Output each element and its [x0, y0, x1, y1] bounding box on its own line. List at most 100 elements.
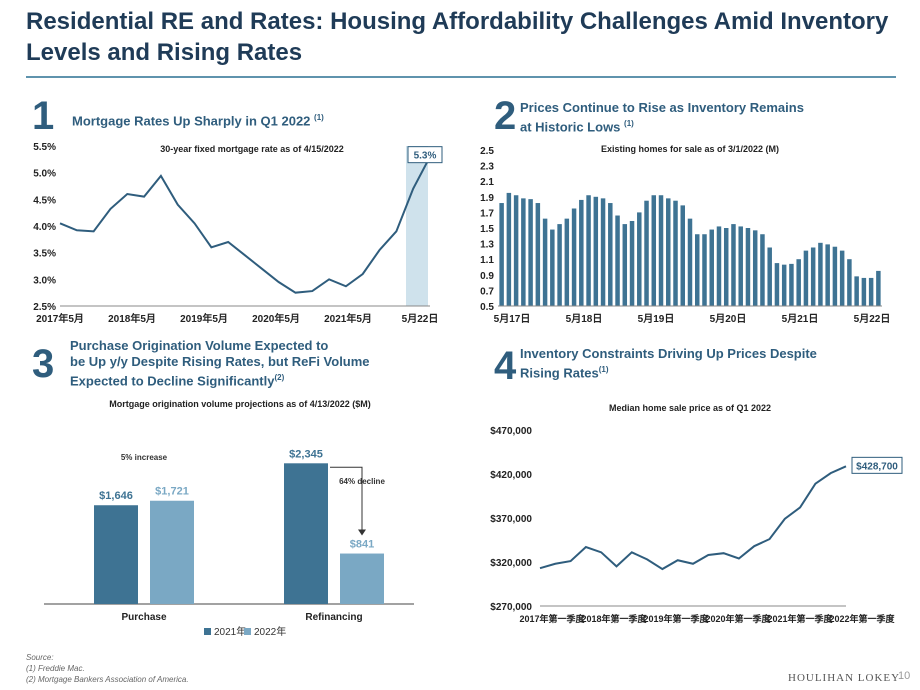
- inventory-bar: [723, 228, 729, 306]
- legend-swatch: [244, 628, 251, 635]
- inventory-bar: [542, 218, 548, 306]
- inventory-bar: [513, 195, 519, 306]
- inventory-bar: [564, 218, 570, 306]
- inventory-bar: [579, 199, 584, 306]
- y-tick-label: 2.1: [480, 177, 494, 188]
- inventory-bar: [789, 263, 794, 306]
- y-tick-label: $370,000: [490, 514, 532, 525]
- x-tick-label: 5月20日: [710, 313, 747, 325]
- y-tick-label: 5.0%: [33, 169, 56, 180]
- panel-3-heading-line1: Purchase Origination Volume Expected to: [70, 338, 329, 353]
- inventory-bar: [854, 276, 859, 306]
- y-tick-label: 3.0%: [33, 275, 56, 286]
- y-tick-label: $320,000: [490, 558, 532, 569]
- panel-3-heading-line2: be Up y/y Despite Rising Rates, but ReFi…: [70, 354, 370, 369]
- origination-bar: [284, 463, 328, 604]
- panel-4-footnote-ref: (1): [598, 365, 609, 374]
- inventory-bar: [680, 205, 686, 306]
- inventory-bar: [557, 224, 562, 306]
- origination-bar: [340, 553, 384, 604]
- panel-3-footnote-ref: (2): [274, 373, 285, 382]
- x-tick-label: 5月17日: [494, 313, 531, 325]
- legend-label: 2021年: [214, 625, 246, 638]
- inventory-bar: [622, 224, 628, 306]
- y-tick-label: 3.5%: [33, 249, 56, 260]
- inventory-bar: [600, 198, 606, 306]
- decline-arrow-head: [358, 529, 366, 536]
- inventory-bar: [673, 200, 678, 306]
- x-tick-label: 2021年5月: [324, 312, 372, 325]
- inventory-bar-chart: 0.5 0.7 0.9 1.1 1.3 1.5 1.7 1.9 2.1 2.3 2.5 5月17日 5月…: [480, 146, 891, 325]
- footer-note-2: (2) Mortgage Bankers Association of Amer…: [26, 675, 189, 684]
- inventory-bar: [506, 192, 512, 306]
- panel-2-footnote-ref: (1): [624, 119, 634, 128]
- x-tick-label: 5月19日: [638, 313, 675, 325]
- y-tick-label: 4.0%: [33, 222, 56, 233]
- panel-1-heading-text: Mortgage Rates Up Sharply in Q1 2022: [72, 113, 311, 129]
- x-tick-label: 2022年第一季度: [829, 613, 895, 624]
- inventory-bar: [528, 199, 533, 306]
- inventory-bar: [637, 212, 642, 306]
- x-tick-label: 2018年5月: [108, 312, 156, 325]
- inventory-bar: [847, 259, 852, 306]
- panel-1-heading: Mortgage Rates Up Sharply in Q1 2022 (1): [72, 110, 402, 129]
- panel-4-heading-line2-text: Rising Rates: [520, 365, 599, 381]
- bar-value-label: $841: [350, 539, 374, 551]
- panel-3-heading-line3: Expected to Decline Significantly(2): [70, 370, 434, 389]
- x-tick-label: 5月22日: [854, 313, 891, 325]
- chart-4-title: Median home sale price as of Q1 2022: [608, 403, 772, 413]
- origination-volume-chart: $1,646 $2,345 $1,721 $841 Purchase Refinancin…: [44, 448, 414, 638]
- page-number: 10: [898, 670, 911, 682]
- bar-value-label: $1,721: [155, 486, 189, 498]
- panel-3-heading-line3-text: Expected to Decline Significantly: [70, 373, 275, 389]
- increase-annotation: 5% increase: [121, 453, 168, 462]
- x-tick-label: 5月21日: [782, 313, 819, 325]
- inventory-bar: [629, 220, 635, 306]
- y-tick-label: 0.7: [480, 286, 494, 297]
- panel-4-heading-line2: Rising Rates(1): [520, 362, 900, 381]
- inventory-bar: [687, 218, 693, 306]
- inventory-bar: [876, 270, 881, 306]
- inventory-bar: [832, 246, 838, 306]
- inventory-bar: [608, 203, 613, 306]
- inventory-bar: [839, 250, 845, 306]
- end-value-box: [407, 146, 443, 164]
- decline-arrow-line: [330, 466, 363, 532]
- y-tick-label: 1.1: [480, 255, 494, 266]
- origination-bar: [150, 500, 194, 604]
- inventory-bar: [767, 247, 772, 306]
- inventory-bar: [666, 198, 671, 306]
- footer-note-1: (1) Freddie Mac.: [26, 664, 85, 673]
- panel-1-number: 1: [32, 94, 55, 138]
- inventory-bar: [796, 259, 801, 306]
- end-value-box: [851, 456, 903, 474]
- panel-3-number: 3: [32, 342, 55, 386]
- inventory-bar: [694, 234, 700, 306]
- bar-value-label: $2,345: [289, 448, 323, 460]
- inventory-bar: [868, 277, 874, 306]
- y-tick-label: 1.7: [480, 208, 494, 219]
- y-tick-label: 2.3: [480, 162, 494, 173]
- inventory-bar: [818, 242, 823, 306]
- inventory-bar: [658, 195, 664, 306]
- legend-swatch: [204, 628, 211, 635]
- x-tick-label: 5月22日: [402, 313, 439, 325]
- inventory-bar: [825, 244, 830, 306]
- y-tick-label: 1.5: [480, 224, 494, 235]
- y-tick-label: 2.5: [480, 146, 494, 157]
- inventory-bar: [738, 226, 743, 306]
- chart-2-title: Existing homes for sale as of 3/1/2022 (…: [600, 144, 780, 154]
- category-label: Purchase: [121, 612, 166, 623]
- end-value-label: 5.3%: [414, 151, 437, 162]
- inventory-bar: [651, 195, 657, 306]
- panel-2-number: 2: [494, 94, 517, 138]
- median-price-chart: $270,000 $320,000 $370,000 $420,000 $470,000…: [490, 426, 903, 624]
- inventory-bar: [535, 203, 541, 306]
- y-tick-label: 4.5%: [33, 195, 56, 206]
- panel-1-footnote-ref: (1): [314, 113, 324, 122]
- inventory-bar: [803, 250, 809, 306]
- recent-period-highlight: [406, 146, 428, 306]
- inventory-bar: [521, 198, 526, 306]
- x-tick-label: 2020年第一季度: [705, 613, 771, 624]
- mortgage-rate-chart: 2.5% 3.0% 3.5% 4.0% 4.5% 5.0% 5.5% 2017年5月 2018年…: [33, 142, 443, 325]
